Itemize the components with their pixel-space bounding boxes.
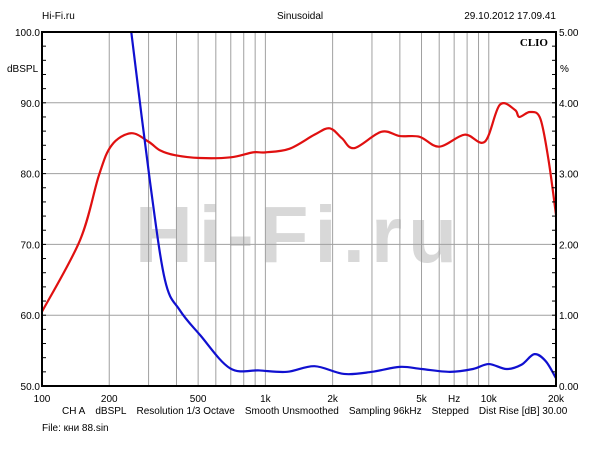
setting-item: Smooth Unsmoothed — [244, 406, 339, 417]
y-tick-label: 90.0 — [21, 99, 41, 110]
y2-tick-label: 3.00 — [559, 170, 579, 181]
distortion-curve — [130, 31, 557, 379]
setting-item: CH A — [62, 406, 86, 417]
plot-frame — [41, 31, 557, 387]
measurement-settings: CH A dBSPL Resolution 1/3 Octave Smooth Uns… — [62, 406, 567, 417]
clio-logo: CLIO — [520, 37, 549, 49]
x-tick-label: 20k — [548, 394, 565, 405]
y2-axis-label: % — [560, 64, 569, 75]
x-tick-label: Hz — [448, 394, 460, 405]
header-timestamp: 29.10.2012 17.09.41 — [464, 11, 556, 22]
setting-item: dBSPL — [95, 406, 127, 417]
header-title: Sinusoidal — [277, 11, 324, 22]
y2-tick-label: 0.00 — [559, 382, 579, 393]
setting-item: Stepped — [431, 406, 469, 417]
header-site: Hi-Fi.ru — [42, 11, 75, 22]
x-tick-label: 5k — [416, 394, 428, 405]
y2-tick-label: 4.00 — [559, 99, 579, 110]
setting-item: Sampling 96kHz — [348, 406, 422, 417]
x-tick-label: 200 — [101, 394, 118, 405]
y-tick-label: 70.0 — [21, 240, 41, 251]
setting-item: Resolution 1/3 Octave — [136, 406, 235, 417]
x-tick-label: 100 — [34, 394, 51, 405]
x-tick-label: 500 — [190, 394, 207, 405]
y2-tick-label: 2.00 — [559, 240, 579, 251]
y-axis-label: dBSPL — [7, 64, 39, 75]
y2-tick-label: 1.00 — [559, 311, 579, 322]
file-name: File: кни 88.sin — [42, 423, 109, 434]
watermark: Hi-Fi.ru — [135, 190, 463, 279]
x-tick-label: 10k — [481, 394, 498, 405]
y-tick-label: 100.0 — [15, 28, 40, 39]
y2-tick-label: 5.00 — [559, 28, 579, 39]
x-tick-label: 1k — [260, 394, 272, 405]
y-tick-label: 80.0 — [21, 170, 41, 181]
y-tick-label: 50.0 — [21, 382, 41, 393]
x-tick-label: 2k — [327, 394, 339, 405]
spl-curve — [41, 102, 558, 313]
y-tick-label: 60.0 — [21, 311, 41, 322]
setting-item: Dist Rise [dB] 30.00 — [478, 406, 568, 417]
